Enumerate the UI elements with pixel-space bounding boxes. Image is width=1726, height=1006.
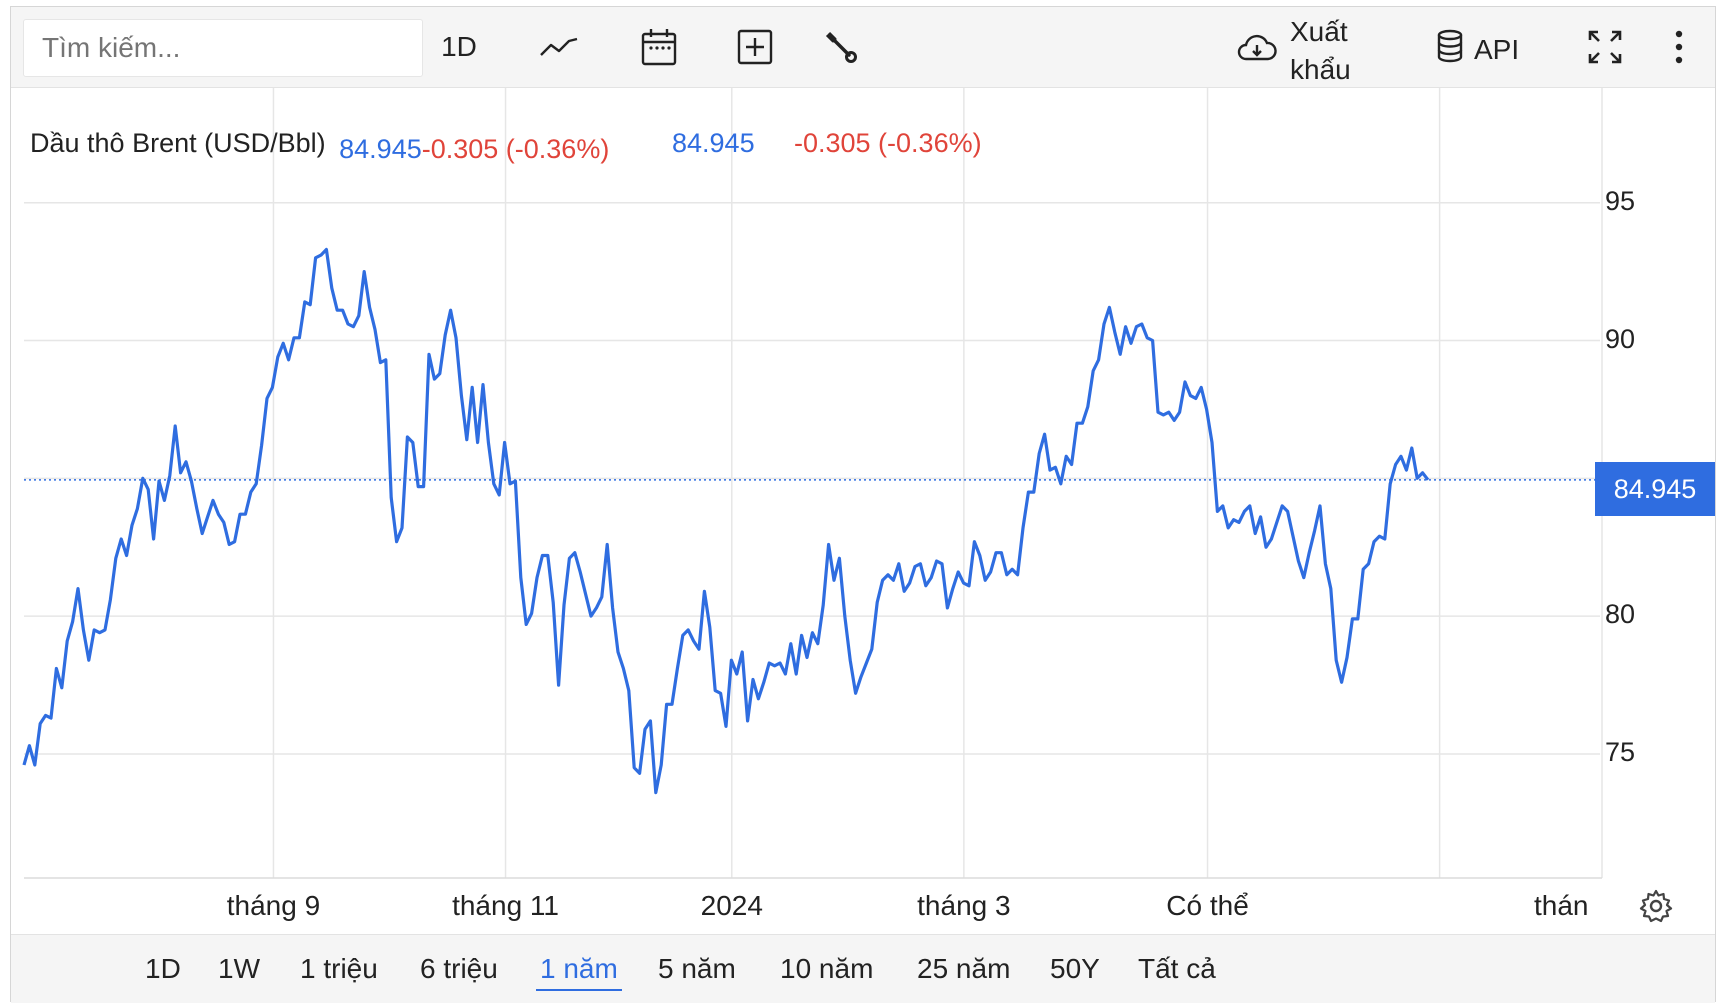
more-vertical-icon[interactable] [1661, 25, 1697, 69]
range-button[interactable]: 1 năm [536, 949, 622, 991]
range-button[interactable]: 1W [218, 953, 260, 984]
calendar-icon[interactable] [635, 25, 683, 69]
chart-widget [10, 6, 1716, 1002]
export-button[interactable]: Xuất khẩu [1236, 13, 1360, 89]
interval-button[interactable]: 1D [441, 31, 477, 62]
legend-title: Dầu thô Brent (USD/Bbl) [30, 128, 326, 158]
legend-change: -0.305 (-0.36%) [421, 134, 610, 164]
api-label: API [1474, 33, 1520, 65]
fullscreen-icon[interactable] [1581, 25, 1629, 69]
cloud-download-icon [1236, 33, 1278, 70]
legend-value-repeat: 84.945 [672, 128, 755, 158]
export-label: Xuất khẩu [1290, 16, 1351, 85]
settings-gear-icon[interactable] [1638, 888, 1674, 929]
range-button[interactable]: 5 năm [658, 953, 736, 984]
series-line-brent [22, 247, 1430, 795]
x-tick-label: Có thể [1166, 890, 1249, 921]
last-price-tag: 84.945 [1595, 462, 1715, 516]
search-input[interactable] [23, 19, 423, 77]
range-button[interactable]: 50Y [1050, 953, 1100, 984]
range-button[interactable]: 6 triệu [420, 953, 498, 984]
api-button[interactable]: API [1436, 29, 1519, 70]
database-icon [1436, 29, 1464, 70]
x-tick-label: tháng 3 [917, 890, 1011, 921]
range-button[interactable]: 25 năm [917, 953, 1011, 984]
legend-change-repeat: -0.305 (-0.36%) [794, 128, 982, 158]
x-tick-label: thán [1534, 890, 1589, 921]
x-tick-label: tháng 11 [452, 890, 559, 921]
range-button[interactable]: 1D [145, 953, 181, 984]
line-chart-icon[interactable] [535, 25, 583, 69]
add-indicator-icon[interactable] [731, 25, 779, 69]
x-tick-label: 2024 [700, 890, 763, 921]
range-button[interactable]: 10 năm [780, 953, 874, 984]
range-button[interactable]: 1 triệu [300, 953, 378, 984]
y-tick-label: 75 [1605, 736, 1636, 767]
range-selector: 1D 1W 1 triệu 6 triệu 1 năm 5 năm 10 năm 25 năm… [11, 934, 1715, 1003]
y-tick-label: 80 [1605, 599, 1636, 630]
y-tick-label: 90 [1605, 323, 1636, 354]
legend-value: 84.945 [339, 134, 422, 164]
chart-legend: Dầu thô Brent (USD/Bbl) 84.945-0.305 (-0… [30, 128, 609, 164]
x-tick-label: tháng 9 [226, 890, 321, 921]
wrench-icon[interactable] [817, 25, 865, 69]
range-button[interactable]: Tất cả [1138, 953, 1216, 984]
toolbar: 1D Xuất khẩu API [11, 7, 1715, 88]
y-tick-label: 95 [1605, 185, 1636, 216]
